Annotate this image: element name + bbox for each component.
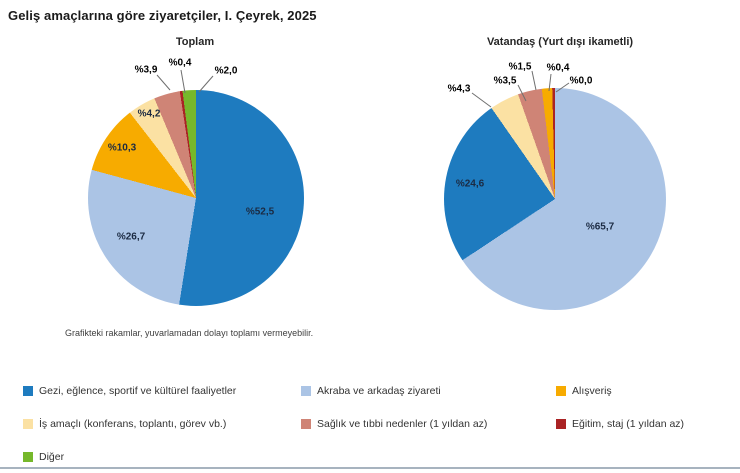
legend-swatch xyxy=(23,418,33,429)
slice-value-label: %26,7 xyxy=(116,231,146,243)
legend-swatch xyxy=(301,385,311,396)
leader-line xyxy=(156,74,171,91)
slice-value-label: %10,3 xyxy=(107,142,137,154)
legend-label: Eğitim, staj (1 yıldan az) xyxy=(572,417,685,430)
legend: Gezi, eğlence, sportif ve kültürel faali… xyxy=(23,374,740,473)
legend-label: Sağlık ve tıbbi nedenler (1 yıldan az) xyxy=(317,417,488,430)
leader-line xyxy=(531,70,537,91)
legend-swatch xyxy=(23,451,33,462)
legend-item: Sağlık ve tıbbi nedenler (1 yıldan az) xyxy=(301,418,556,430)
slice-value-label: %1,5 xyxy=(508,61,532,73)
legend-label: Diğer xyxy=(39,450,65,463)
legend-item: Eğitim, staj (1 yıldan az) xyxy=(556,418,740,430)
slice-value-label: %4,2 xyxy=(137,108,161,120)
leader-line xyxy=(471,92,492,108)
legend-item: Gezi, eğlence, sportif ve kültürel faali… xyxy=(23,385,301,397)
slice-value-label: %3,5 xyxy=(493,75,517,87)
rounding-footnote: Grafikteki rakamlar, yuvarlamadan dolayı… xyxy=(65,328,314,338)
pie-total-title: Toplam xyxy=(175,36,215,48)
legend-swatch xyxy=(23,385,33,396)
slice-value-label: %4,3 xyxy=(447,83,471,95)
slice-value-label: %24,6 xyxy=(455,178,485,190)
bottom-divider xyxy=(0,467,740,469)
legend-swatch xyxy=(301,418,311,429)
slice-value-label: %0,4 xyxy=(168,57,192,69)
legend-item: Alışveriş xyxy=(556,385,740,397)
legend-label: Gezi, eğlence, sportif ve kültürel faali… xyxy=(39,384,237,397)
slice-value-label: %0,4 xyxy=(546,62,570,74)
pie-citizen-title: Vatandaş (Yurt dışı ikametli) xyxy=(486,36,634,48)
page-title: Geliş amaçlarına göre ziyaretçiler, I. Ç… xyxy=(8,8,317,23)
legend-item: İş amaçlı (konferans, toplantı, görev vb… xyxy=(23,418,301,430)
legend-item: Akraba ve arkadaş ziyareti xyxy=(301,385,556,397)
legend-label: İş amaçlı (konferans, toplantı, görev vb… xyxy=(39,417,227,430)
legend-swatch xyxy=(556,418,566,429)
slice-value-label: %0,0 xyxy=(569,75,593,87)
legend-item: Diğer xyxy=(23,451,301,463)
slice-value-label: %2,0 xyxy=(214,65,238,77)
legend-swatch xyxy=(556,385,566,396)
pie-chart-total xyxy=(88,90,304,306)
slice-value-label: %65,7 xyxy=(585,221,615,233)
slice-value-label: %52,5 xyxy=(245,206,275,218)
slice-value-label: %3,9 xyxy=(134,64,158,76)
pie-chart-citizen-abroad xyxy=(444,88,666,310)
legend-label: Alışveriş xyxy=(572,384,612,397)
legend-label: Akraba ve arkadaş ziyareti xyxy=(317,384,441,397)
